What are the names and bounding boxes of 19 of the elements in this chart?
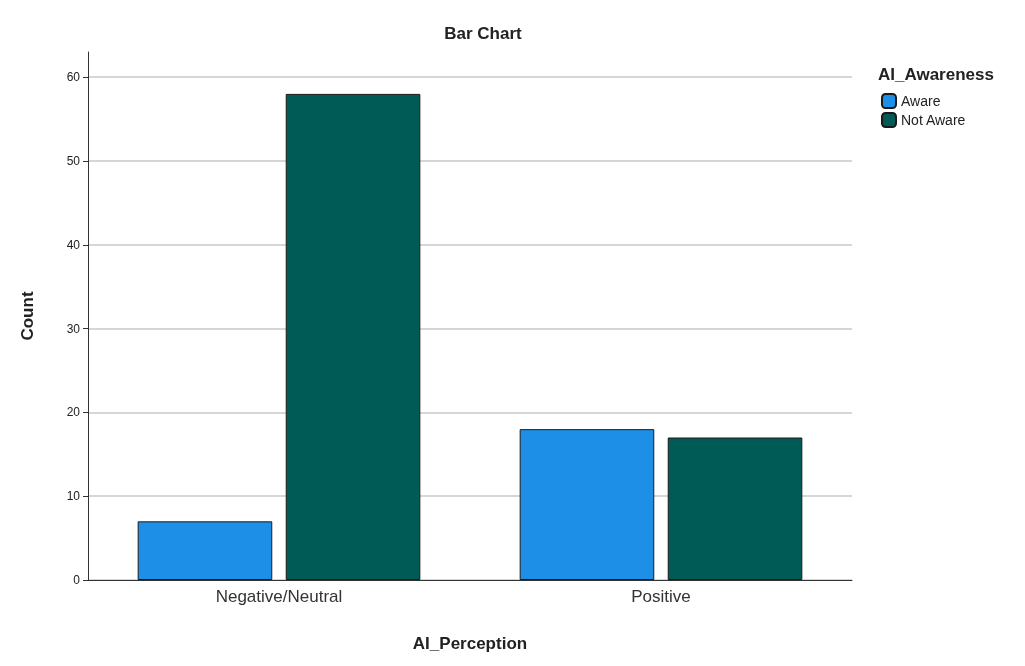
legend-label: Aware xyxy=(901,93,941,109)
x-axis-title: AI_Perception xyxy=(412,634,528,653)
bar xyxy=(519,429,655,580)
y-axis-title: Count xyxy=(18,291,37,341)
y-tick-label: 40 xyxy=(66,237,81,252)
y-tick-label: 30 xyxy=(66,321,81,336)
x-tick-label: Positive xyxy=(631,587,691,606)
chart-title: Bar Chart xyxy=(444,24,523,43)
y-tick-label: 0 xyxy=(73,573,81,587)
bar xyxy=(667,437,803,580)
x-tick-label: Negative/Neutral xyxy=(215,587,343,606)
legend-label: Not Aware xyxy=(901,112,966,128)
y-tick-label: 10 xyxy=(66,489,81,504)
legend-title: AI_Awareness xyxy=(878,65,994,84)
y-tick-label: 50 xyxy=(66,153,81,168)
y-tick-label: 20 xyxy=(66,405,81,420)
bar xyxy=(285,93,421,580)
y-tick-label: 60 xyxy=(66,70,81,85)
bar xyxy=(137,521,273,580)
